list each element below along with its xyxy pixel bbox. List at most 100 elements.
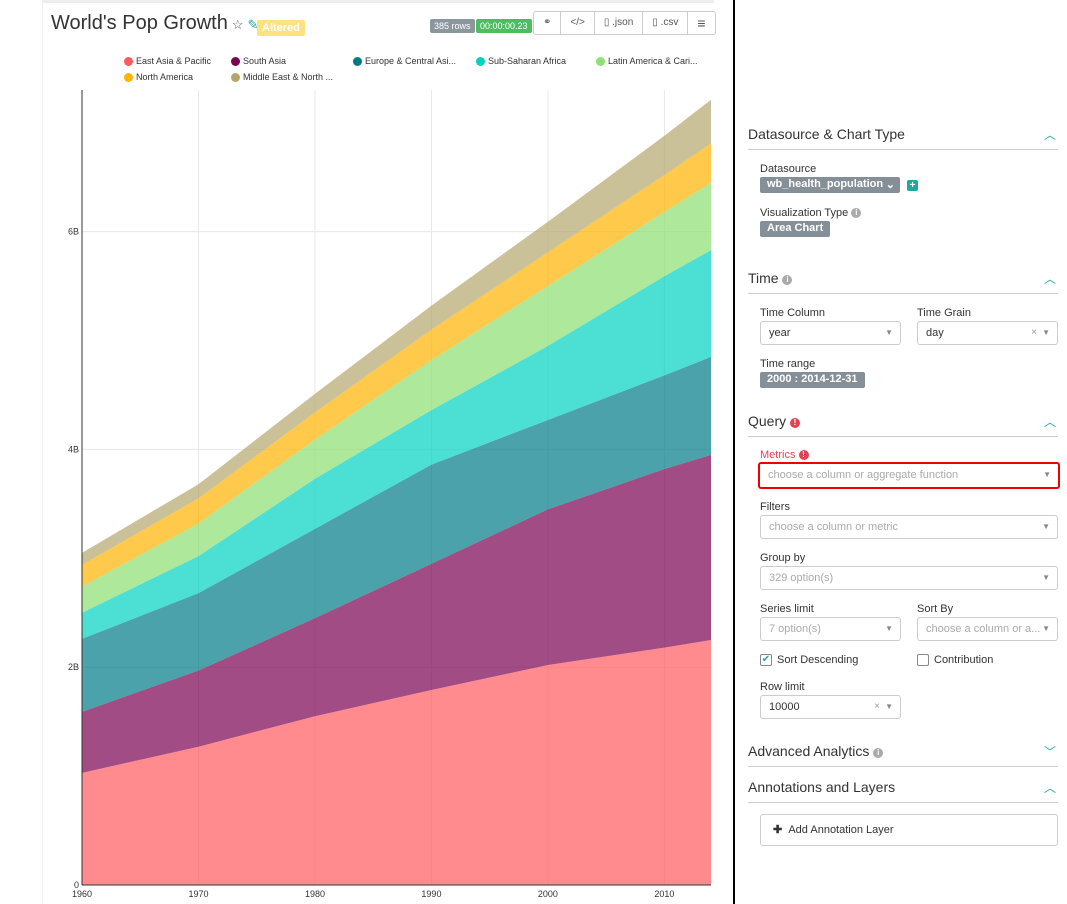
x-tick-label: 1970 — [188, 889, 208, 899]
series-limit-select[interactable]: 7 option(s) ▼ — [760, 617, 901, 641]
sort-descending-checkbox[interactable]: ✔ — [760, 654, 772, 666]
chart-container — [42, 0, 714, 904]
link-button[interactable]: ⚭ — [534, 12, 562, 34]
y-tick-label: 4B — [68, 444, 79, 454]
error-icon: ! — [798, 450, 809, 460]
time-grain-label: Time Grain — [917, 307, 971, 319]
divider — [733, 0, 735, 904]
caret-down-icon: ▼ — [1042, 328, 1050, 337]
chevron-up-icon[interactable]: ︿ — [1043, 415, 1056, 429]
legend-dot-icon — [231, 56, 240, 66]
time-grain-select[interactable]: day × ▼ — [917, 321, 1058, 345]
chevron-up-icon[interactable]: ︿ — [1043, 128, 1056, 142]
datasource-label: Datasource — [760, 163, 817, 175]
legend-label: North America — [136, 72, 194, 82]
chevron-up-icon[interactable]: ︿ — [1043, 272, 1056, 286]
chevron-down-icon: ⌄ — [885, 179, 895, 191]
embed-code-button[interactable]: </> — [561, 12, 595, 34]
legend-label: East Asia & Pacific — [136, 56, 212, 66]
chart-title: World's Pop Growth ☆ ✎ — [51, 12, 259, 34]
info-icon: i — [873, 748, 884, 758]
caret-down-icon: ▼ — [885, 328, 893, 337]
caret-down-icon: ▼ — [885, 702, 893, 711]
time-range-select[interactable]: 2000 : 2014-12-31 — [760, 372, 865, 388]
area-chart: 1960 1970 1980 1990 2000 2010 0 2B 4B 6B — [68, 90, 711, 899]
info-icon: i — [851, 208, 862, 218]
y-tick-label: 2B — [68, 662, 79, 672]
code-icon: </> — [570, 17, 585, 28]
caret-down-icon: ▼ — [885, 624, 893, 633]
legend-item[interactable]: East Asia & Pacific — [124, 56, 211, 66]
area-series — [82, 639, 711, 885]
section-query[interactable]: Query ! ︿ — [748, 413, 1058, 437]
y-tick-label: 0 — [74, 880, 79, 890]
contribution-checkbox[interactable] — [917, 654, 929, 666]
viz-type-label: Visualization Type i — [760, 207, 862, 219]
edit-icon[interactable]: ✎ — [247, 17, 259, 32]
chart-panel: World's Pop Growth ☆ ✎ Altered 385 rows 00… — [42, 0, 716, 904]
legend-label: Middle East & North ... — [243, 72, 334, 82]
series-limit-label: Series limit — [760, 603, 814, 615]
row-limit-label: Row limit — [760, 681, 805, 693]
datasource-select[interactable]: wb_health_population ⌄ — [760, 177, 900, 193]
metrics-select[interactable]: choose a column or aggregate function ▼ — [758, 462, 1060, 489]
link-icon: ⚭ — [543, 17, 552, 28]
add-datasource-icon[interactable]: + — [907, 180, 918, 191]
sortby-select[interactable]: choose a column or a... ▼ — [917, 617, 1058, 641]
viz-type-select[interactable]: Area Chart — [760, 221, 831, 237]
legend-item[interactable]: North America — [124, 72, 193, 82]
legend-item[interactable]: South Asia — [231, 56, 286, 66]
caret-down-icon: ▼ — [1042, 522, 1050, 531]
export-json-button[interactable]: ▯ .json — [595, 12, 644, 34]
sort-descending-label: Sort Descending — [777, 654, 859, 666]
area-series — [82, 99, 711, 565]
sortby-label: Sort By — [917, 603, 954, 615]
legend-item[interactable]: Sub-Saharan Africa — [476, 56, 566, 66]
legend-dot-icon — [231, 72, 240, 82]
legend-item[interactable]: Latin America & Cari... — [596, 56, 698, 66]
legend-item[interactable]: Europe & Central Asi... — [353, 56, 456, 66]
add-annotation-layer-button[interactable]: ✚ Add Annotation Layer — [760, 814, 1058, 846]
area-series — [82, 182, 711, 613]
clear-icon[interactable]: × — [874, 701, 880, 712]
section-advanced-analytics[interactable]: Advanced Analytics i ﹀ — [748, 743, 1058, 767]
export-csv-button[interactable]: ▯ .csv — [643, 12, 689, 34]
filters-label: Filters — [760, 501, 790, 513]
legend-label: Latin America & Cari... — [608, 56, 698, 66]
x-tick-label: 2010 — [654, 889, 674, 899]
action-buttons: ⚭ </> ▯ .json ▯ .csv ≡ — [533, 11, 716, 35]
time-column-label: Time Column — [760, 307, 825, 319]
x-tick-label: 2000 — [538, 889, 558, 899]
time-range-label: Time range — [760, 358, 816, 370]
legend-dot-icon — [476, 56, 485, 66]
row-limit-select[interactable]: 10000 × ▼ — [760, 695, 901, 719]
menu-icon: ≡ — [697, 15, 706, 31]
section-annotations[interactable]: Annotations and Layers ︿ — [748, 779, 1058, 803]
section-datasource[interactable]: Datasource & Chart Type ︿ — [748, 126, 1058, 150]
x-tick-label: 1980 — [305, 889, 325, 899]
groupby-select[interactable]: 329 option(s) ▼ — [760, 566, 1058, 590]
timer-badge: 00:00:00.23 — [476, 19, 532, 33]
menu-button[interactable]: ≡ — [688, 12, 714, 34]
legend-dot-icon — [124, 56, 133, 66]
x-tick-label: 1990 — [421, 889, 441, 899]
y-tick-label: 6B — [68, 227, 79, 237]
info-icon: i — [782, 275, 793, 285]
legend-label: Europe & Central Asi... — [365, 56, 457, 66]
plus-icon: ✚ — [773, 824, 783, 836]
error-icon: ! — [790, 418, 801, 428]
star-icon[interactable]: ☆ — [231, 17, 244, 32]
file-icon: ▯ — [652, 17, 658, 28]
clear-icon[interactable]: × — [1031, 327, 1037, 338]
time-column-select[interactable]: year ▼ — [760, 321, 901, 345]
caret-down-icon: ▼ — [1043, 470, 1051, 479]
chevron-down-icon[interactable]: ﹀ — [1043, 745, 1056, 759]
area-series — [82, 250, 711, 639]
section-time[interactable]: Time i ︿ — [748, 270, 1058, 294]
legend-item[interactable]: Middle East & North ... — [231, 72, 333, 82]
legend-label: Sub-Saharan Africa — [488, 56, 567, 66]
legend-dot-icon — [596, 56, 605, 66]
filters-select[interactable]: choose a column or metric ▼ — [760, 515, 1058, 539]
caret-down-icon: ▼ — [1042, 573, 1050, 582]
chevron-up-icon[interactable]: ︿ — [1043, 781, 1056, 795]
